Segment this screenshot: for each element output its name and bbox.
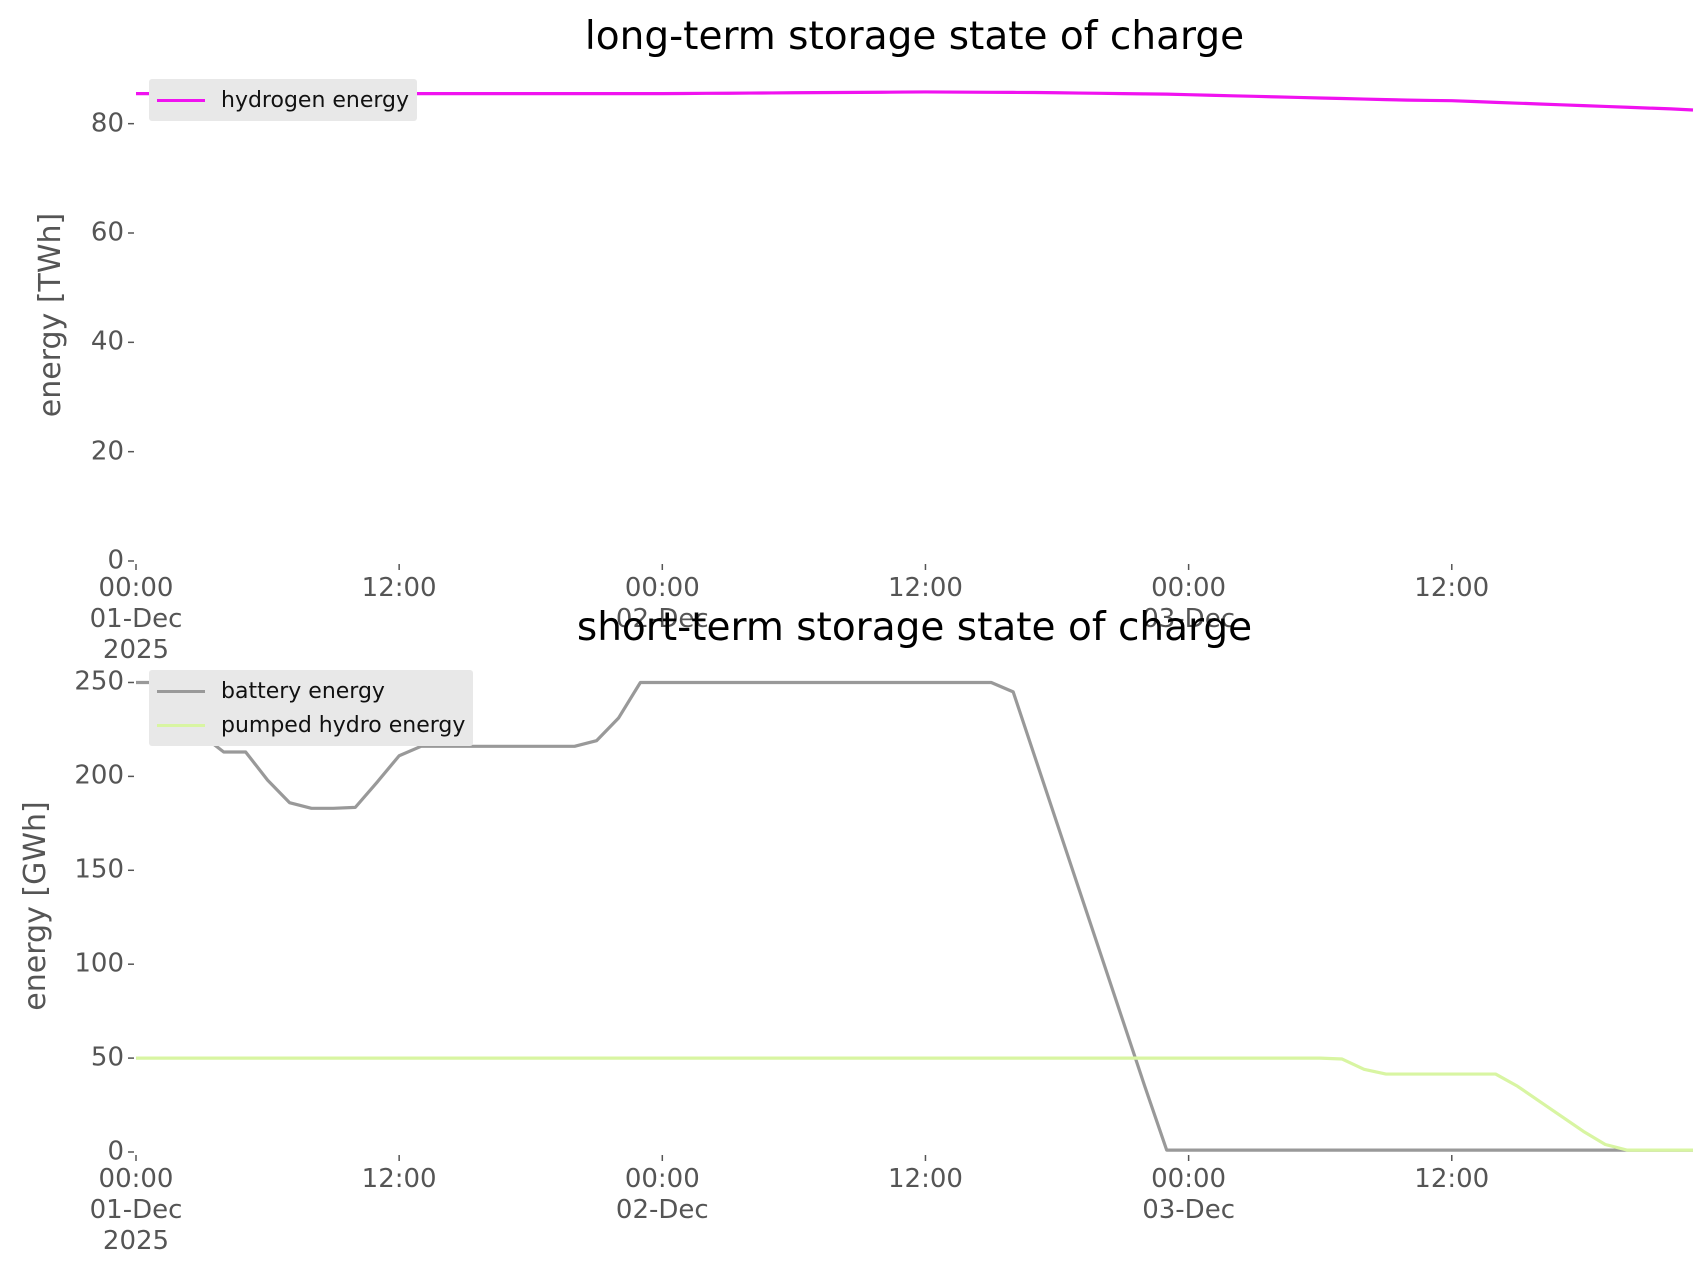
y-tick-label: 80 — [90, 108, 124, 139]
x-tick-label: 00:00 01-Dec 2025 — [89, 573, 183, 666]
y-tick-label: 40 — [90, 326, 124, 357]
y-tick-label: 150 — [74, 854, 124, 885]
x-tick-label: 12:00 — [1414, 1164, 1490, 1194]
x-tick-label: 12:00 — [1414, 573, 1490, 603]
legend-swatch — [157, 98, 205, 102]
legend-label: pumped hydro energy — [221, 712, 466, 738]
x-tick-label: 12:00 — [361, 573, 437, 603]
x-tick-label: 12:00 — [887, 573, 963, 603]
x-tick-label: 00:00 02-Dec — [615, 573, 709, 635]
legend-swatch — [157, 689, 205, 693]
legend-entry: battery energy — [157, 674, 465, 708]
x-tick-label: 00:00 01-Dec 2025 — [89, 1164, 183, 1257]
legend-entry: pumped hydro energy — [157, 708, 465, 742]
y-axis-label: energy [GWh] — [18, 801, 53, 1011]
y-axis-label: energy [TWh] — [33, 212, 68, 418]
series-line — [136, 680, 1693, 1152]
y-tick-label: 0 — [107, 545, 124, 576]
series-line — [136, 1056, 1693, 1152]
y-tick-label: 100 — [74, 948, 124, 979]
chart-title: long-term storage state of charge — [584, 14, 1245, 59]
x-tick-label: 12:00 — [361, 1164, 437, 1194]
legend-label: battery energy — [221, 678, 385, 704]
legend-label: hydrogen energy — [221, 87, 410, 113]
x-tick-label: 00:00 03-Dec — [1142, 1164, 1235, 1226]
legend-swatch — [157, 723, 205, 727]
x-tick-label: 00:00 02-Dec — [615, 1164, 709, 1226]
y-tick-label: 200 — [74, 760, 124, 791]
y-tick-label: 0 — [107, 1136, 124, 1167]
legend: hydrogen energy — [149, 79, 418, 121]
chart-title: short-term storage state of charge — [576, 605, 1253, 650]
x-tick-label: 00:00 03-Dec — [1142, 573, 1235, 635]
legend-entry: hydrogen energy — [157, 83, 409, 117]
legend: battery energy pumped hydro energy — [149, 670, 474, 746]
y-tick-label: 60 — [90, 217, 124, 248]
y-tick-label: 250 — [74, 666, 124, 697]
y-tick-label: 20 — [90, 436, 124, 467]
x-tick-label: 12:00 — [887, 1164, 963, 1194]
y-tick-label: 50 — [90, 1042, 124, 1073]
